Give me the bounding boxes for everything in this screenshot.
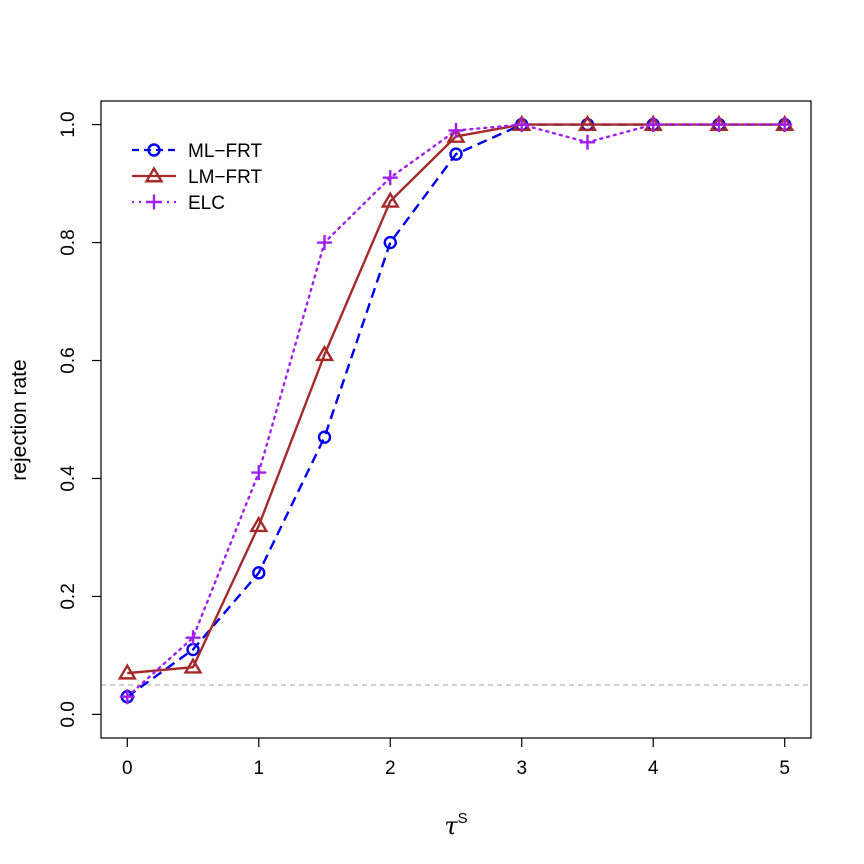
data-point-0-5 [449,147,463,161]
y-tick-label: 1.0 [58,111,79,137]
data-point-0-2 [252,566,266,580]
data-point-2-10 [777,117,793,133]
y-tick-label: 0.2 [58,583,79,609]
legend-item: ELC [132,193,225,214]
data-point-0-4 [383,235,397,250]
data-point-1-3 [314,344,335,362]
data-point-2-3 [317,235,333,251]
data-point-2-7 [579,134,595,150]
legend-label: ML−FRT [188,141,262,162]
x-tick-label: 0 [122,758,133,779]
data-point-2-1 [185,630,201,646]
series-line-0 [126,123,785,698]
legend: ML−FRT LM−FRT ELC [132,141,262,214]
plot-frame [100,100,812,739]
x-axis-label: τS [444,810,467,840]
legend-marker [146,194,162,210]
legend-item: ML−FRT [132,141,262,162]
y-tick-label: 0.8 [58,229,79,255]
data-point-2-2 [251,465,267,481]
legend-marker [147,143,161,157]
series-line-1 [127,123,785,675]
data-point-0-3 [317,430,332,444]
data-point-1-0 [117,663,137,680]
data-point-1-1 [183,657,203,674]
data-point-2-9 [711,117,727,133]
series-2 [119,117,793,705]
legend-label: ELC [188,193,225,214]
series-layer [117,114,795,705]
axis-layer: 0 1 2 3 4 5 0.0 0.2 0.4 0.6 0.8 1.0 [58,111,790,779]
data-point-2-4 [382,170,398,186]
x-tick-label: 1 [253,758,264,779]
legend-item: LM−FRT [132,166,262,188]
data-point-1-4 [380,191,400,208]
data-point-1-7 [577,114,598,132]
x-tick-label: 3 [516,758,527,779]
data-point-1-2 [249,515,269,533]
data-point-1-5 [446,126,466,143]
x-axis-label-symbol: τ [444,812,458,840]
data-point-2-6 [514,117,530,133]
data-point-2-0 [119,689,135,705]
y-tick-label: 0.0 [58,701,79,727]
y-tick-label: 0.6 [58,347,79,373]
y-axis-label: rejection rate [8,359,31,480]
x-tick-label: 5 [779,758,790,779]
data-point-2-8 [645,117,661,133]
legend-label: LM−FRT [188,167,262,188]
legend-marker [144,166,164,183]
y-tick-label: 0.4 [58,465,79,492]
data-point-2-5 [448,122,464,138]
x-axis-label-superscript: S [458,810,468,827]
x-tick-label: 2 [385,758,396,779]
x-tick-label: 4 [648,758,659,779]
